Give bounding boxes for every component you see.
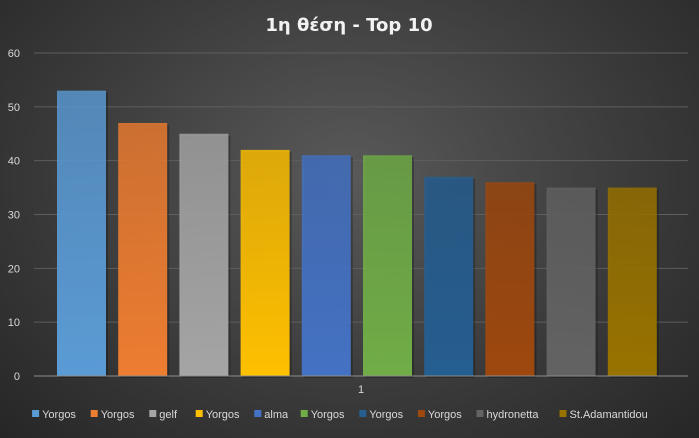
- bar-8: [546, 187, 596, 376]
- legend-label: alma: [264, 409, 289, 421]
- legend-label: Yorgos: [311, 409, 345, 421]
- bar-3: [240, 149, 290, 376]
- legend-label: St.Adamantidou: [570, 409, 648, 421]
- bar-6: [424, 176, 474, 376]
- legend-label: gelf: [159, 409, 178, 421]
- bar-9: [607, 187, 657, 376]
- legend-swatch: [476, 410, 484, 417]
- bar-1: [118, 122, 168, 376]
- y-tick-label: 50: [8, 102, 20, 114]
- legend-label: Yorgos: [206, 409, 240, 421]
- legend-swatch: [149, 410, 157, 417]
- bar-7: [485, 182, 535, 376]
- legend-swatch: [359, 410, 367, 417]
- y-tick-label: 20: [8, 263, 20, 275]
- y-tick-label: 40: [8, 156, 20, 168]
- legend-swatch: [559, 410, 567, 417]
- legend-label: Yorgos: [428, 409, 462, 421]
- legend-swatch: [300, 410, 308, 417]
- bar-2: [179, 133, 229, 376]
- chart-title: 1η θέση - Top 10: [265, 15, 432, 36]
- y-tick-label: 60: [8, 48, 20, 60]
- legend: Yorgos Yorgos gelf Yorgos alma Yorgos Yorgos Yo…: [32, 409, 648, 421]
- bar-5: [363, 155, 412, 376]
- legend-swatch: [417, 410, 425, 417]
- legend-swatch: [254, 410, 262, 417]
- legend-label: Yorgos: [369, 409, 403, 421]
- x-tick-label: 1: [358, 384, 364, 396]
- bar-4: [301, 155, 351, 376]
- legend-label: Yorgos: [101, 409, 135, 421]
- legend-label: hydronetta: [487, 409, 540, 421]
- y-tick-label: 30: [8, 210, 20, 222]
- bar-0: [57, 90, 106, 376]
- axes: 0 10 20 30 40 50 60 1: [8, 48, 688, 396]
- y-tick-label: 0: [14, 371, 20, 383]
- legend-swatch: [90, 410, 98, 417]
- legend-swatch: [195, 410, 203, 417]
- legend-swatch: [32, 410, 40, 417]
- y-tick-label: 10: [8, 317, 20, 329]
- legend-label: Yorgos: [42, 409, 76, 421]
- bars: [57, 90, 659, 378]
